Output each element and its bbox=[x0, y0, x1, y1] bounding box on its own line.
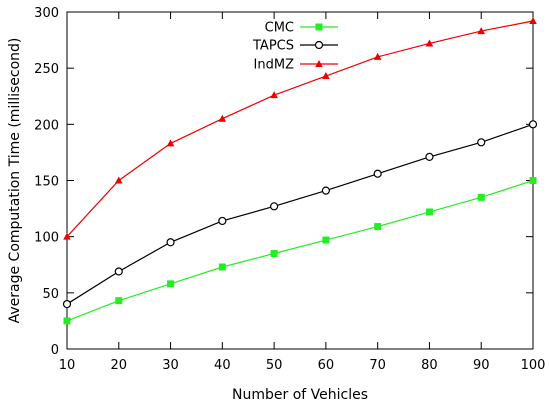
x-tick-label: 100 bbox=[521, 358, 546, 373]
data-point-indmz bbox=[114, 176, 123, 184]
data-point-indmz bbox=[373, 52, 382, 60]
series-line-cmc bbox=[66, 179, 534, 322]
legend-item-cmc: CMC bbox=[265, 21, 338, 36]
legend-item-indmz: IndMZ bbox=[254, 58, 338, 73]
x-axis-title: Number of Vehicles bbox=[232, 387, 368, 403]
data-point-cmc bbox=[374, 223, 382, 231]
x-tick-label: 80 bbox=[421, 358, 438, 373]
legend-label-cmc: CMC bbox=[265, 21, 294, 36]
data-point-tapcs bbox=[425, 152, 434, 162]
data-point-cmc bbox=[529, 177, 537, 184]
data-point-indmz bbox=[63, 232, 71, 240]
data-point-tapcs bbox=[270, 202, 279, 211]
data-point-indmz bbox=[322, 72, 330, 80]
y-tick-label: 200 bbox=[34, 118, 59, 133]
data-point-cmc bbox=[63, 317, 71, 325]
y-tick-label: 250 bbox=[34, 62, 59, 77]
y-axis-title: Average Computation Time (millisecond) bbox=[7, 38, 23, 324]
data-point-tapcs bbox=[166, 238, 175, 247]
series-line-indmz bbox=[66, 20, 534, 238]
legend-marker-indmz bbox=[315, 60, 323, 67]
series-tapcs bbox=[62, 120, 538, 309]
data-point-tapcs bbox=[114, 267, 123, 276]
data-point-cmc bbox=[270, 250, 278, 258]
data-point-tapcs bbox=[373, 169, 382, 178]
data-point-tapcs bbox=[321, 186, 330, 195]
y-tick-label: 300 bbox=[34, 6, 59, 21]
legend-item-tapcs: TAPCS bbox=[252, 39, 338, 54]
x-tick-label: 20 bbox=[111, 358, 128, 373]
series-line-tapcs bbox=[66, 123, 534, 305]
data-point-cmc bbox=[425, 208, 433, 216]
data-point-tapcs bbox=[62, 299, 72, 309]
y-tick-label: 50 bbox=[42, 287, 59, 302]
x-tick-label: 30 bbox=[162, 358, 179, 373]
data-point-indmz bbox=[477, 27, 486, 35]
data-point-indmz bbox=[166, 139, 175, 147]
x-tick-label: 70 bbox=[369, 358, 386, 373]
legend-label-tapcs: TAPCS bbox=[252, 39, 294, 54]
data-point-indmz bbox=[218, 114, 227, 122]
data-point-cmc bbox=[167, 280, 175, 288]
data-point-indmz bbox=[529, 16, 537, 24]
series-cmc bbox=[63, 177, 537, 325]
x-tick-label: 40 bbox=[214, 358, 231, 373]
x-tick-label: 60 bbox=[318, 358, 335, 373]
legend-marker-cmc bbox=[315, 23, 323, 31]
data-point-tapcs bbox=[218, 216, 227, 226]
y-tick-label: 150 bbox=[34, 175, 59, 190]
y-tick-label: 0 bbox=[51, 343, 59, 358]
data-point-tapcs bbox=[528, 120, 538, 129]
series-indmz bbox=[63, 16, 537, 240]
plot-frame bbox=[66, 11, 534, 350]
data-point-tapcs bbox=[477, 138, 486, 147]
data-point-cmc bbox=[477, 193, 485, 201]
legend-marker-tapcs bbox=[314, 40, 324, 50]
data-point-indmz bbox=[270, 91, 278, 99]
legend-label-indmz: IndMZ bbox=[254, 58, 295, 73]
data-point-cmc bbox=[322, 236, 330, 244]
x-tick-label: 10 bbox=[59, 358, 76, 373]
data-point-cmc bbox=[218, 263, 226, 271]
x-tick-label: 90 bbox=[473, 358, 490, 373]
y-tick-label: 100 bbox=[34, 231, 59, 246]
data-point-indmz bbox=[425, 39, 434, 47]
data-point-cmc bbox=[115, 297, 123, 305]
x-tick-label: 50 bbox=[266, 358, 283, 373]
